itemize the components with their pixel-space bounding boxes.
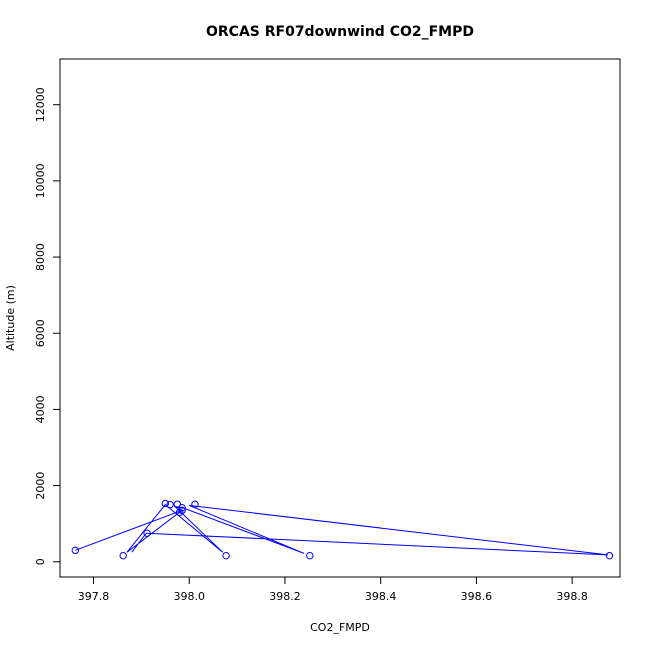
series-line xyxy=(75,503,609,556)
data-point xyxy=(173,500,181,508)
x-axis-label: CO2_FMPD xyxy=(310,621,370,634)
y-tick-label: 8000 xyxy=(34,243,47,271)
data-point xyxy=(605,551,614,560)
x-tick-label: 398.0 xyxy=(173,590,205,603)
plot-frame xyxy=(59,58,621,578)
data-point xyxy=(119,551,127,560)
y-axis: 0 2000 4000 6000 8000 10000 12000 xyxy=(34,87,60,565)
x-tick-label: 398.2 xyxy=(269,590,301,603)
series-co2-fmpd xyxy=(71,499,614,560)
y-tick-label: 4000 xyxy=(34,395,47,423)
y-tick-label: 12000 xyxy=(34,87,47,122)
data-point xyxy=(175,508,184,516)
x-tick-label: 398.6 xyxy=(461,590,493,603)
data-point xyxy=(166,500,174,509)
data-point xyxy=(222,551,230,560)
x-tick-label: 398.4 xyxy=(365,590,397,603)
y-tick-label: 2000 xyxy=(34,472,47,500)
x-axis: 397.8 398.0 398.2 398.4 398.6 398.8 xyxy=(78,577,588,603)
data-point xyxy=(143,529,151,537)
y-tick-label: 6000 xyxy=(34,319,47,347)
chart-title: ORCAS RF07downwind CO2_FMPD xyxy=(206,24,474,40)
data-point xyxy=(178,506,186,515)
y-tick-label: 0 xyxy=(34,558,47,565)
data-point xyxy=(191,500,199,508)
x-tick-label: 398.8 xyxy=(556,590,588,603)
y-axis-label: Altitude (m) xyxy=(4,285,17,351)
data-point xyxy=(161,499,169,508)
x-tick-label: 397.8 xyxy=(78,590,110,603)
y-tick-label: 10000 xyxy=(34,163,47,198)
data-point xyxy=(178,503,186,512)
data-point xyxy=(71,546,80,555)
data-point xyxy=(306,551,314,560)
